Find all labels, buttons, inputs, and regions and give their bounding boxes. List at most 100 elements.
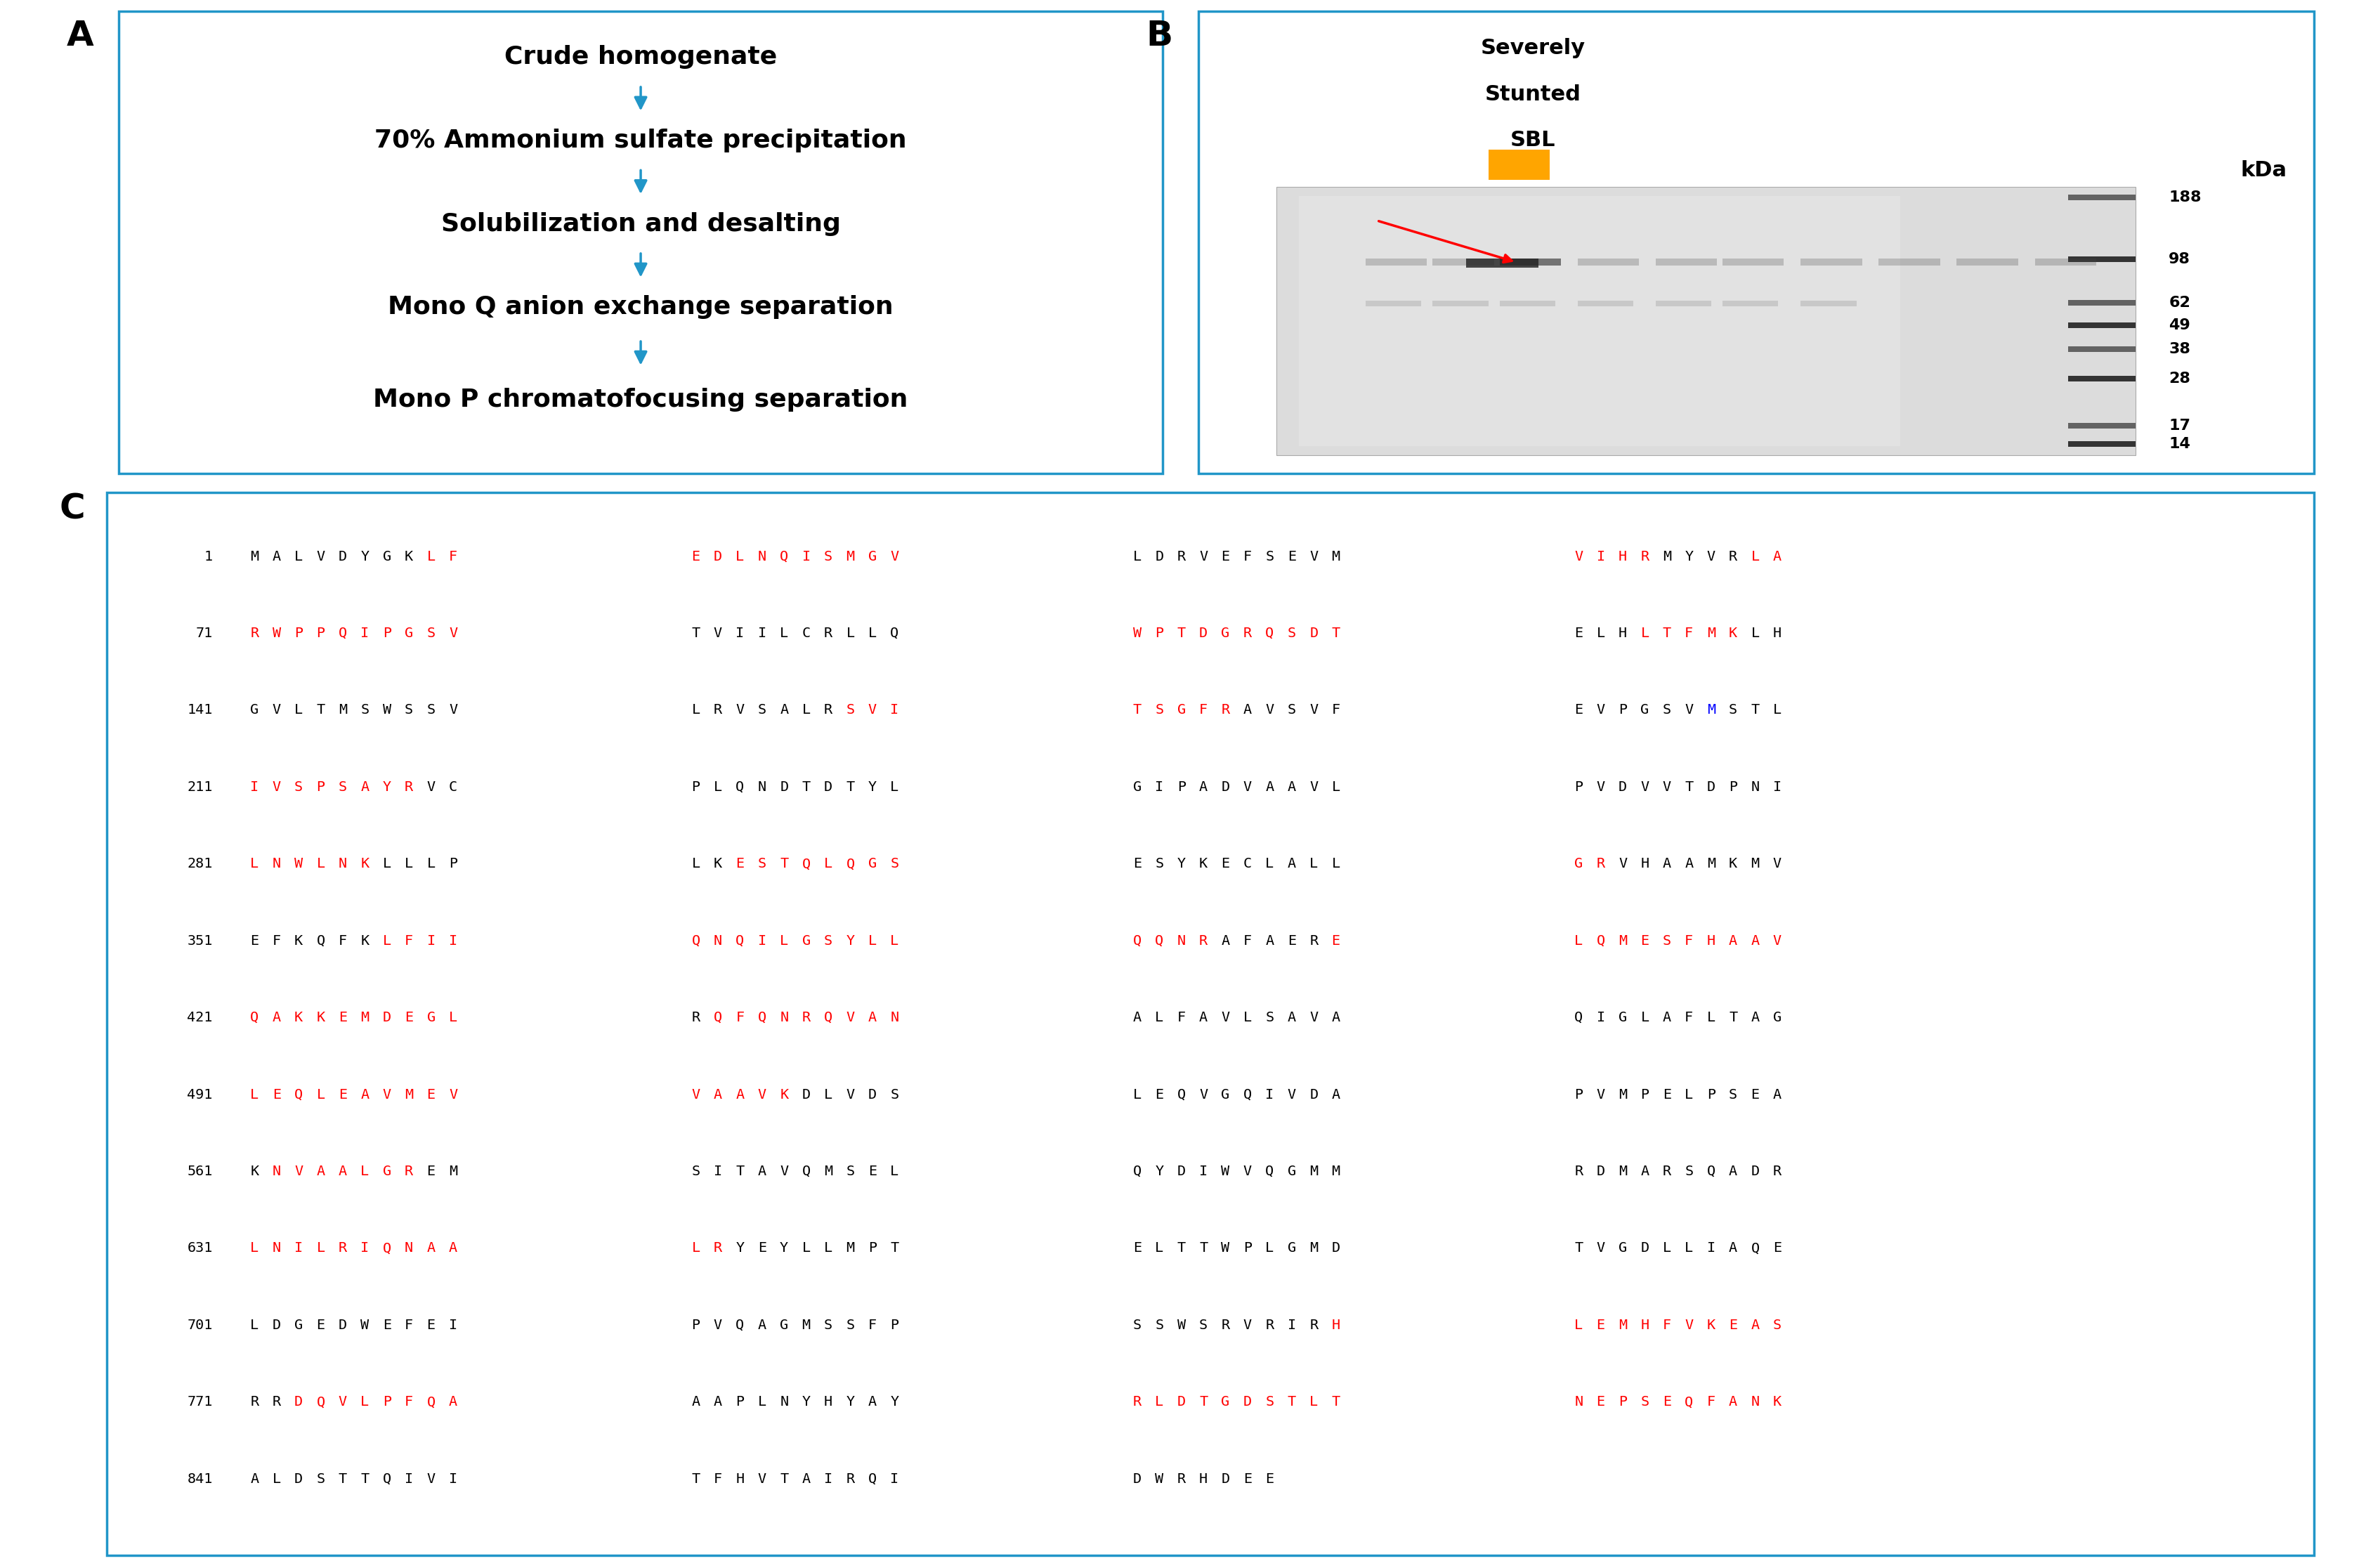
- Text: V: V: [273, 781, 280, 793]
- Text: P: P: [448, 858, 458, 870]
- Text: 70% Ammonium sulfate precipitation: 70% Ammonium sulfate precipitation: [375, 129, 906, 152]
- Text: G: G: [869, 858, 876, 870]
- Text: H: H: [1618, 550, 1628, 563]
- Text: A: A: [714, 1396, 721, 1408]
- Text: G: G: [1222, 1088, 1229, 1101]
- Text: D: D: [1618, 781, 1628, 793]
- Text: I: I: [427, 935, 434, 947]
- Text: T: T: [1751, 704, 1758, 717]
- Text: Y: Y: [1156, 1165, 1163, 1178]
- Text: F: F: [1685, 1011, 1694, 1024]
- Text: P: P: [890, 1319, 899, 1331]
- Text: S: S: [1156, 704, 1163, 717]
- Text: V: V: [714, 627, 721, 640]
- Text: V: V: [1597, 1242, 1604, 1254]
- Text: E: E: [273, 1088, 280, 1101]
- Text: L: L: [1331, 858, 1341, 870]
- Text: A: A: [1773, 550, 1782, 563]
- Text: I: I: [890, 704, 899, 717]
- Text: M: M: [249, 550, 259, 563]
- Bar: [1801, 301, 1856, 306]
- Text: M: M: [1331, 550, 1341, 563]
- Text: Solubilization and desalting: Solubilization and desalting: [441, 212, 840, 235]
- Text: T: T: [1132, 704, 1141, 717]
- Text: T: T: [736, 1165, 745, 1178]
- Text: F: F: [1243, 935, 1253, 947]
- Text: T: T: [781, 858, 788, 870]
- Text: G: G: [1222, 627, 1229, 640]
- Bar: [1500, 259, 1561, 267]
- Text: V: V: [757, 1472, 766, 1485]
- Text: I: I: [1597, 550, 1604, 563]
- Text: L: L: [823, 1242, 833, 1254]
- Text: S: S: [1730, 704, 1737, 717]
- Bar: [2069, 442, 2136, 447]
- Text: M: M: [1310, 1242, 1317, 1254]
- Text: kDa: kDa: [2240, 160, 2288, 180]
- Text: 1: 1: [204, 550, 214, 563]
- Text: N: N: [1751, 781, 1758, 793]
- Text: D: D: [1222, 1472, 1229, 1485]
- Bar: [1277, 187, 2136, 455]
- Text: M: M: [823, 1165, 833, 1178]
- Text: T: T: [339, 1472, 346, 1485]
- Text: G: G: [781, 1319, 788, 1331]
- Text: I: I: [361, 627, 370, 640]
- Text: V: V: [1685, 704, 1694, 717]
- Text: S: S: [1773, 1319, 1782, 1331]
- Text: A: A: [1685, 858, 1694, 870]
- Text: Q: Q: [890, 627, 899, 640]
- Text: 28: 28: [2169, 372, 2190, 386]
- Text: E: E: [869, 1165, 876, 1178]
- Text: R: R: [1177, 1472, 1186, 1485]
- Text: L: L: [802, 704, 812, 717]
- Text: L: L: [427, 550, 434, 563]
- Text: V: V: [1198, 550, 1208, 563]
- Text: Q: Q: [1265, 1165, 1274, 1178]
- Text: S: S: [1730, 1088, 1737, 1101]
- Text: D: D: [1177, 1165, 1186, 1178]
- Text: H: H: [1640, 1319, 1649, 1331]
- Text: R: R: [1640, 550, 1649, 563]
- Text: C: C: [448, 781, 458, 793]
- Text: V: V: [294, 1165, 304, 1178]
- Text: A: A: [869, 1011, 876, 1024]
- Text: V: V: [1597, 1088, 1604, 1101]
- Text: V: V: [1310, 550, 1317, 563]
- Text: M: M: [1618, 935, 1628, 947]
- Text: L: L: [294, 704, 304, 717]
- Text: SBL: SBL: [1509, 130, 1557, 151]
- Text: S: S: [847, 1165, 854, 1178]
- Text: P: P: [1640, 1088, 1649, 1101]
- Text: E: E: [691, 550, 700, 563]
- Text: E: E: [1573, 704, 1583, 717]
- Text: 49: 49: [2169, 318, 2190, 332]
- Text: 351: 351: [187, 935, 214, 947]
- Text: B: B: [1146, 19, 1172, 53]
- Text: P: P: [1618, 1396, 1628, 1408]
- Bar: [1433, 301, 1488, 306]
- Text: L: L: [1156, 1011, 1163, 1024]
- Text: V: V: [382, 1088, 392, 1101]
- Text: R: R: [406, 781, 413, 793]
- Text: L: L: [382, 935, 392, 947]
- Text: D: D: [1706, 781, 1716, 793]
- Text: E: E: [339, 1088, 346, 1101]
- Text: L: L: [316, 1088, 325, 1101]
- Text: G: G: [406, 627, 413, 640]
- Bar: [1364, 259, 1426, 267]
- Text: I: I: [1265, 1088, 1274, 1101]
- Text: Q: Q: [1132, 1165, 1141, 1178]
- Text: T: T: [890, 1242, 899, 1254]
- Text: V: V: [1243, 1319, 1253, 1331]
- Text: I: I: [757, 935, 766, 947]
- Text: G: G: [802, 935, 812, 947]
- Text: F: F: [869, 1319, 876, 1331]
- Text: S: S: [339, 781, 346, 793]
- Text: N: N: [406, 1242, 413, 1254]
- Text: V: V: [1243, 1165, 1253, 1178]
- Text: D: D: [273, 1319, 280, 1331]
- Text: E: E: [427, 1165, 434, 1178]
- Text: T: T: [781, 1472, 788, 1485]
- Text: R: R: [249, 1396, 259, 1408]
